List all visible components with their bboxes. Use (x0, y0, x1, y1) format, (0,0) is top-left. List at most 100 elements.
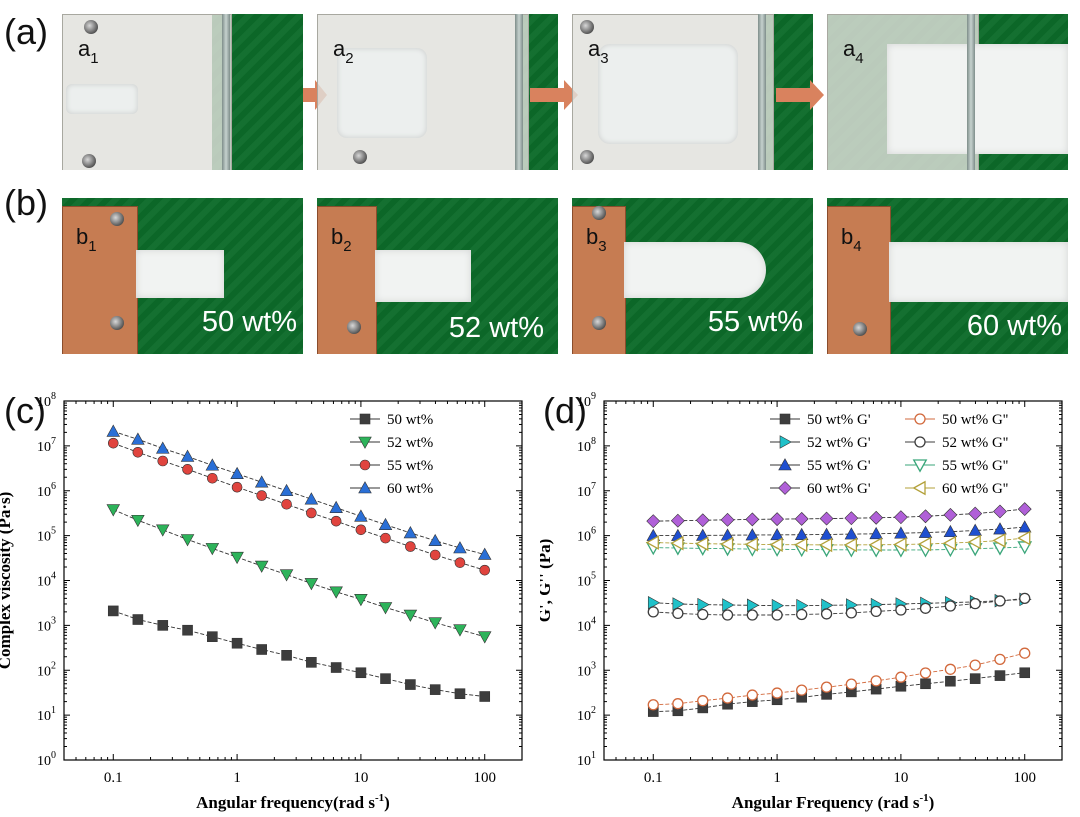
data-point (697, 608, 709, 621)
data-point (895, 604, 907, 616)
x-tick-label: 1 (773, 770, 781, 786)
data-point (747, 598, 760, 613)
series-line (653, 672, 1025, 713)
photo-b1-label: b1 (76, 224, 97, 255)
data-point (207, 472, 218, 484)
data-point (992, 533, 1006, 548)
y-tick-label: 107 (37, 436, 56, 455)
y-tick-label: 104 (577, 615, 596, 634)
data-point (155, 524, 170, 537)
data-point (796, 608, 808, 621)
data-point (920, 678, 931, 690)
x-tick-label: 10 (353, 770, 368, 786)
data-point (918, 525, 933, 538)
legend: 50 wt% 52 wt% 55 wt% 60 wt% (350, 412, 433, 497)
data-point (405, 679, 416, 690)
data-point (918, 509, 933, 524)
data-point (869, 526, 883, 540)
photo-a2: a2 (317, 14, 558, 170)
data-point (844, 527, 859, 540)
data-point (695, 513, 710, 528)
legend-label: 60 wt% G' (807, 481, 871, 497)
panel-d-label: (d) (543, 390, 587, 431)
data-point (771, 598, 784, 613)
y-tick-label: 109 (577, 391, 596, 410)
series-line (113, 442, 485, 571)
data-point (1017, 520, 1032, 533)
viscosity-chart: 0.1 1 10 100 100 101 102 103 104 105 106 107 108 Angu… (0, 391, 523, 812)
data-point (697, 597, 710, 612)
data-point (207, 631, 218, 642)
legend-label: 50 wt% G'' (942, 412, 1009, 428)
data-point (845, 678, 858, 690)
data-point (106, 424, 121, 437)
legend-label: 50 wt% G' (807, 412, 871, 428)
data-point (771, 687, 783, 699)
legend-label: 55 wt% (387, 458, 433, 474)
y-tick-label: 102 (37, 660, 56, 679)
series-50-wt-g- (647, 647, 1031, 711)
panel-c-label: (c) (4, 390, 46, 431)
data-point (355, 667, 367, 679)
data-point (380, 673, 391, 684)
legend-marker (912, 459, 928, 473)
data-point (403, 526, 418, 539)
y-tick-label: 105 (577, 571, 596, 590)
data-point (354, 509, 368, 522)
legend-marker (778, 458, 792, 471)
data-point (231, 481, 243, 493)
data-point (180, 534, 195, 547)
data-point (205, 458, 220, 471)
data-point (155, 441, 170, 454)
data-point (254, 560, 269, 573)
x-tick-label: 100 (473, 770, 496, 786)
photo-b4-label: b4 (841, 224, 862, 255)
legend-label: 55 wt% G'' (942, 458, 1009, 474)
data-point (330, 515, 342, 527)
data-point (479, 564, 491, 576)
series-line (653, 652, 1025, 706)
legend-marker (914, 413, 926, 425)
data-point (454, 688, 466, 700)
data-point (968, 506, 983, 521)
series-line (113, 509, 485, 638)
data-point (719, 536, 734, 552)
data-point (720, 512, 735, 527)
data-point (647, 699, 659, 711)
photo-a1-label: a1 (78, 36, 99, 67)
photo-b1: b1 50 wt% (62, 198, 303, 354)
x-tick-label: 10 (893, 770, 908, 786)
data-point (182, 464, 193, 475)
data-point (107, 605, 119, 617)
data-point (967, 534, 981, 550)
data-point (453, 541, 467, 554)
y-tick-label: 108 (37, 391, 56, 410)
series-line (113, 610, 485, 697)
photo-a4: a4 (827, 14, 1068, 170)
data-point (770, 512, 785, 527)
data-point (477, 547, 492, 560)
y-tick-label: 106 (37, 481, 56, 500)
photo-b4: b4 60 wt% (827, 198, 1068, 354)
data-point (672, 698, 684, 710)
legend-label: 52 wt% (387, 435, 433, 451)
data-point (844, 511, 859, 526)
data-point (428, 617, 442, 630)
photo-b2-wt: 52 wt% (448, 312, 544, 344)
legend-marker (778, 481, 792, 495)
series-line (653, 526, 1025, 537)
data-point (993, 522, 1007, 535)
data-point (428, 533, 442, 547)
photo-a1: a1 (62, 14, 303, 170)
data-point (820, 681, 833, 693)
data-point (453, 624, 467, 637)
data-point (943, 507, 958, 522)
plot-frame (63, 400, 523, 761)
series-60-wt-g- (646, 502, 1032, 529)
data-point (745, 512, 760, 527)
legend-label: 55 wt% G' (807, 458, 871, 474)
data-point (818, 537, 833, 553)
data-point (254, 475, 269, 488)
data-point (771, 609, 783, 621)
x-tick-label: 0.1 (644, 770, 663, 786)
